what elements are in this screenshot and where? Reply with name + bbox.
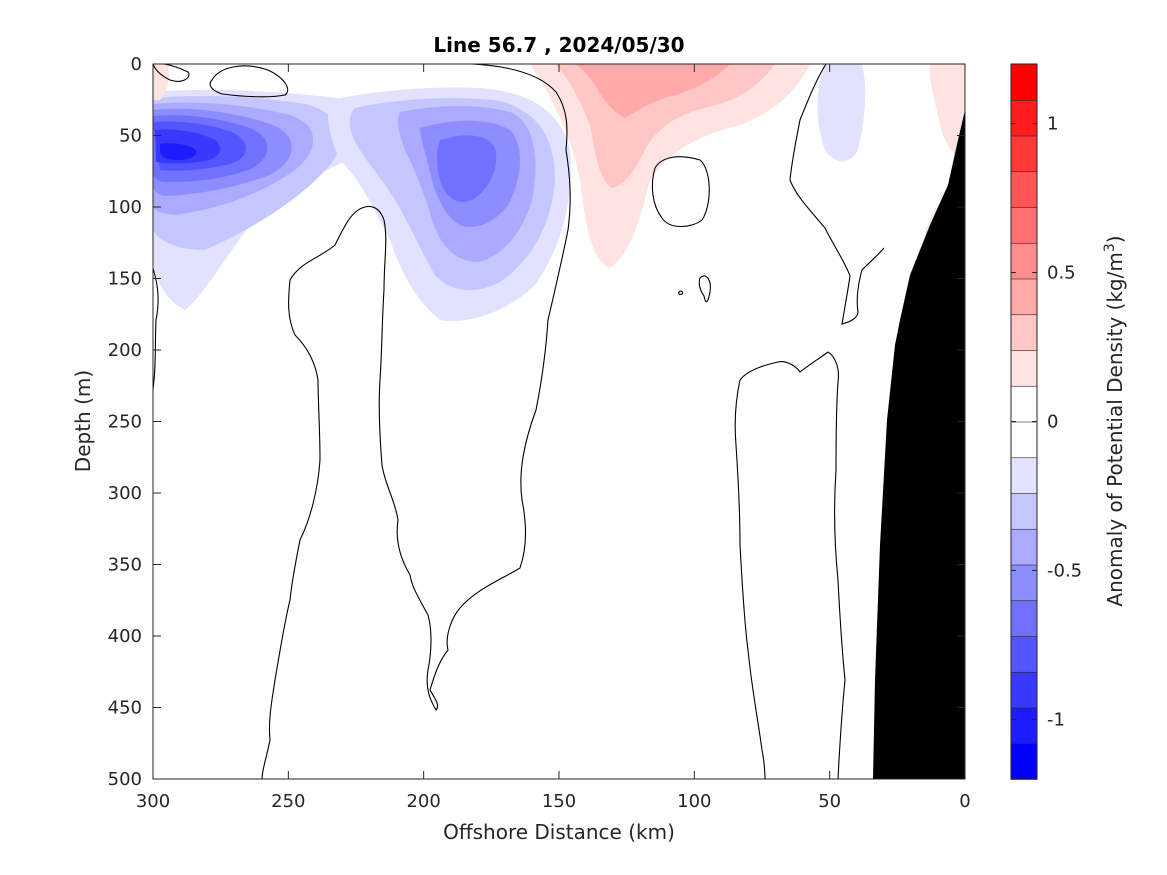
colorbar-swatch <box>1010 63 1038 101</box>
colorbar-swatch <box>1010 170 1038 208</box>
y-axis: 0 50 100 150 200 250 300 350 400 450 500 <box>108 54 965 790</box>
colorbar-swatch <box>1010 421 1038 459</box>
colorbar-swatch <box>1010 456 1038 494</box>
colorbar-swatch <box>1010 278 1038 316</box>
positive-anomaly-region-west <box>153 64 169 100</box>
colorbar-swatch <box>1010 313 1038 351</box>
y-tick-label: 200 <box>108 340 142 361</box>
zero-contour <box>698 275 711 303</box>
y-tick-label: 350 <box>108 555 142 576</box>
y-tick-label: 100 <box>108 197 142 218</box>
colorbar-swatch <box>1010 385 1038 423</box>
y-axis-label: Depth (m) <box>71 370 95 472</box>
x-tick-label: 250 <box>271 791 305 812</box>
colorbar-label-prefix: Anomaly of Potential Density (kg/m <box>1103 252 1127 606</box>
colorbar-ticks: 1 0.5 0 -0.5 -1 <box>1011 114 1082 730</box>
x-tick-label: 50 <box>818 791 841 812</box>
colorbar-swatch <box>1010 492 1038 530</box>
zero-contour <box>734 351 829 779</box>
x-axis-label: Offshore Distance (km) <box>443 820 675 844</box>
negative-anomaly-core-west <box>160 143 197 160</box>
colorbar-swatch <box>1010 349 1038 387</box>
colorbar-frame <box>1010 63 1038 780</box>
colorbar-swatch <box>1010 528 1038 566</box>
zero-contour <box>827 351 846 779</box>
zero-contour <box>209 65 289 98</box>
zero-contour <box>678 290 684 295</box>
y-tick-label: 300 <box>108 483 142 504</box>
colorbar-label-sup: 3 <box>1102 243 1118 252</box>
seafloor-bathymetry <box>873 110 965 779</box>
zero-contour <box>261 64 571 779</box>
zero-contour <box>153 64 190 82</box>
contour-field <box>153 64 965 779</box>
colorbar-tick-label: -0.5 <box>1047 560 1082 581</box>
colorbar-swatch <box>1010 671 1038 709</box>
negative-anomaly-core-mid <box>437 135 497 202</box>
colorbar-swatch <box>1010 135 1038 173</box>
y-tick-label: 500 <box>108 769 142 790</box>
colorbar-swatch <box>1010 599 1038 637</box>
colorbar-swatch <box>1010 742 1038 780</box>
colorbar-tick-label: -1 <box>1047 709 1065 730</box>
colorbar-label: Anomaly of Potential Density (kg/m3) <box>1102 235 1127 606</box>
y-tick-label: 0 <box>131 54 142 75</box>
y-tick-label: 150 <box>108 269 142 290</box>
colorbar-tick-label: 0 <box>1047 412 1058 433</box>
zero-contour <box>651 156 710 228</box>
x-tick-label: 100 <box>677 791 711 812</box>
x-tick-label: 300 <box>136 791 170 812</box>
x-tick-label: 200 <box>406 791 440 812</box>
x-tick-label: 150 <box>542 791 576 812</box>
colorbar-swatch <box>1010 564 1038 602</box>
colorbar-label-suffix: ) <box>1103 235 1127 243</box>
y-tick-label: 250 <box>108 412 142 433</box>
zero-contour <box>789 64 885 325</box>
y-tick-label: 50 <box>119 126 142 147</box>
colorbar-swatch <box>1010 242 1038 280</box>
negative-anomaly-region-east <box>817 64 866 162</box>
chart-title: Line 56.7 , 2024/05/30 <box>433 33 684 57</box>
colorbar-swatch <box>1010 707 1038 745</box>
y-tick-label: 400 <box>108 626 142 647</box>
colorbar-tick-label: 0.5 <box>1047 263 1076 284</box>
colorbar <box>1010 63 1038 780</box>
y-tick-label: 450 <box>108 698 142 719</box>
positive-anomaly-region-east <box>929 64 965 160</box>
positive-anomaly-core <box>575 64 730 118</box>
colorbar-swatch <box>1010 206 1038 244</box>
colorbar-tick-label: 1 <box>1047 114 1058 135</box>
colorbar-swatch <box>1010 635 1038 673</box>
x-tick-label: 0 <box>959 791 970 812</box>
colorbar-swatch <box>1010 99 1038 137</box>
x-axis: 300 250 200 150 100 50 0 <box>136 64 971 812</box>
